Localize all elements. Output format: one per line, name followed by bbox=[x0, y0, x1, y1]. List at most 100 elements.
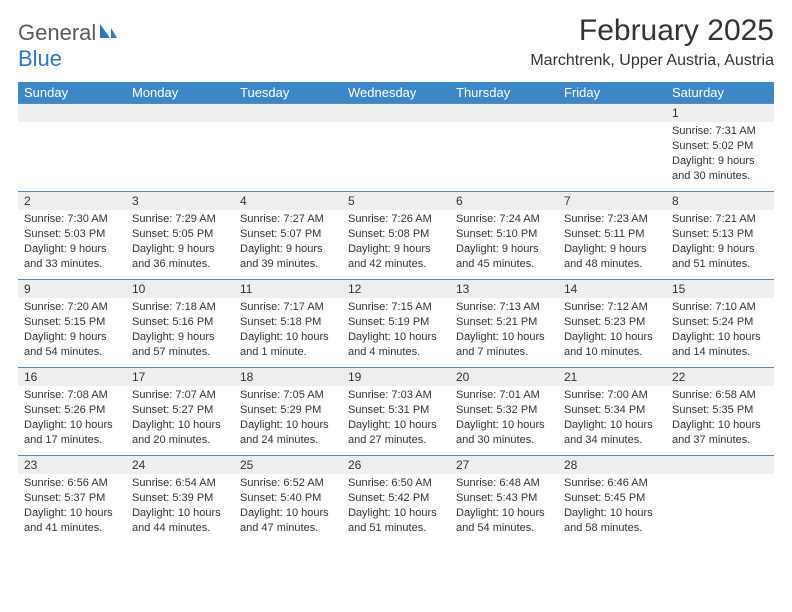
daylight-text: Daylight: 9 hours and 36 minutes. bbox=[132, 242, 228, 272]
sunrise-text: Sunrise: 7:12 AM bbox=[564, 300, 660, 315]
daylight-text: Daylight: 9 hours and 54 minutes. bbox=[24, 330, 120, 360]
day-number: 16 bbox=[18, 368, 126, 386]
daylight-text: Daylight: 10 hours and 54 minutes. bbox=[456, 506, 552, 536]
weekday-header: Saturday bbox=[666, 82, 774, 104]
calendar-day-cell: 4Sunrise: 7:27 AMSunset: 5:07 PMDaylight… bbox=[234, 192, 342, 280]
sunrise-text: Sunrise: 7:07 AM bbox=[132, 388, 228, 403]
calendar-day-cell: 20Sunrise: 7:01 AMSunset: 5:32 PMDayligh… bbox=[450, 368, 558, 456]
calendar-day-cell: 11Sunrise: 7:17 AMSunset: 5:18 PMDayligh… bbox=[234, 280, 342, 368]
sunrise-text: Sunrise: 6:56 AM bbox=[24, 476, 120, 491]
sunrise-text: Sunrise: 7:13 AM bbox=[456, 300, 552, 315]
sunset-text: Sunset: 5:31 PM bbox=[348, 403, 444, 418]
day-number: 12 bbox=[342, 280, 450, 298]
sunrise-text: Sunrise: 6:58 AM bbox=[672, 388, 768, 403]
daylight-text: Daylight: 9 hours and 48 minutes. bbox=[564, 242, 660, 272]
sunset-text: Sunset: 5:39 PM bbox=[132, 491, 228, 506]
calendar-day-cell: 15Sunrise: 7:10 AMSunset: 5:24 PMDayligh… bbox=[666, 280, 774, 368]
daylight-text: Daylight: 10 hours and 37 minutes. bbox=[672, 418, 768, 448]
calendar-day-cell bbox=[18, 104, 126, 192]
sunrise-text: Sunrise: 6:52 AM bbox=[240, 476, 336, 491]
daylight-text: Daylight: 10 hours and 7 minutes. bbox=[456, 330, 552, 360]
day-details: Sunrise: 7:17 AMSunset: 5:18 PMDaylight:… bbox=[234, 298, 342, 363]
day-number: 5 bbox=[342, 192, 450, 210]
sunrise-text: Sunrise: 7:18 AM bbox=[132, 300, 228, 315]
day-details: Sunrise: 6:52 AMSunset: 5:40 PMDaylight:… bbox=[234, 474, 342, 539]
sunset-text: Sunset: 5:02 PM bbox=[672, 139, 768, 154]
sunset-text: Sunset: 5:18 PM bbox=[240, 315, 336, 330]
day-details: Sunrise: 7:00 AMSunset: 5:34 PMDaylight:… bbox=[558, 386, 666, 451]
day-number: 25 bbox=[234, 456, 342, 474]
calendar-week-row: 2Sunrise: 7:30 AMSunset: 5:03 PMDaylight… bbox=[18, 192, 774, 280]
sunrise-text: Sunrise: 7:21 AM bbox=[672, 212, 768, 227]
daylight-text: Daylight: 10 hours and 1 minute. bbox=[240, 330, 336, 360]
sunrise-text: Sunrise: 7:05 AM bbox=[240, 388, 336, 403]
daylight-text: Daylight: 10 hours and 20 minutes. bbox=[132, 418, 228, 448]
sunrise-text: Sunrise: 7:31 AM bbox=[672, 124, 768, 139]
sunrise-text: Sunrise: 7:24 AM bbox=[456, 212, 552, 227]
calendar-day-cell: 21Sunrise: 7:00 AMSunset: 5:34 PMDayligh… bbox=[558, 368, 666, 456]
day-number: 15 bbox=[666, 280, 774, 298]
day-details: Sunrise: 7:27 AMSunset: 5:07 PMDaylight:… bbox=[234, 210, 342, 275]
day-details: Sunrise: 7:29 AMSunset: 5:05 PMDaylight:… bbox=[126, 210, 234, 275]
sunset-text: Sunset: 5:07 PM bbox=[240, 227, 336, 242]
day-number: 14 bbox=[558, 280, 666, 298]
day-details: Sunrise: 7:01 AMSunset: 5:32 PMDaylight:… bbox=[450, 386, 558, 451]
sunrise-text: Sunrise: 7:10 AM bbox=[672, 300, 768, 315]
day-number: 19 bbox=[342, 368, 450, 386]
sunset-text: Sunset: 5:23 PM bbox=[564, 315, 660, 330]
day-number: 2 bbox=[18, 192, 126, 210]
sunset-text: Sunset: 5:37 PM bbox=[24, 491, 120, 506]
day-number: 13 bbox=[450, 280, 558, 298]
daylight-text: Daylight: 10 hours and 51 minutes. bbox=[348, 506, 444, 536]
calendar-day-cell: 2Sunrise: 7:30 AMSunset: 5:03 PMDaylight… bbox=[18, 192, 126, 280]
sunset-text: Sunset: 5:35 PM bbox=[672, 403, 768, 418]
sail-icon bbox=[98, 22, 118, 45]
day-details: Sunrise: 7:07 AMSunset: 5:27 PMDaylight:… bbox=[126, 386, 234, 451]
day-details: Sunrise: 6:46 AMSunset: 5:45 PMDaylight:… bbox=[558, 474, 666, 539]
day-details: Sunrise: 7:08 AMSunset: 5:26 PMDaylight:… bbox=[18, 386, 126, 451]
day-details: Sunrise: 6:58 AMSunset: 5:35 PMDaylight:… bbox=[666, 386, 774, 451]
sunset-text: Sunset: 5:21 PM bbox=[456, 315, 552, 330]
day-number: 26 bbox=[342, 456, 450, 474]
sunrise-text: Sunrise: 6:46 AM bbox=[564, 476, 660, 491]
sunset-text: Sunset: 5:13 PM bbox=[672, 227, 768, 242]
day-number bbox=[558, 104, 666, 122]
calendar-body: 1Sunrise: 7:31 AMSunset: 5:02 PMDaylight… bbox=[18, 104, 774, 544]
day-details: Sunrise: 7:03 AMSunset: 5:31 PMDaylight:… bbox=[342, 386, 450, 451]
logo-text: General Blue bbox=[18, 20, 118, 72]
brand-logo: General Blue bbox=[18, 20, 118, 72]
calendar-day-cell: 25Sunrise: 6:52 AMSunset: 5:40 PMDayligh… bbox=[234, 456, 342, 544]
sunset-text: Sunset: 5:11 PM bbox=[564, 227, 660, 242]
day-details: Sunrise: 7:12 AMSunset: 5:23 PMDaylight:… bbox=[558, 298, 666, 363]
sunrise-text: Sunrise: 6:48 AM bbox=[456, 476, 552, 491]
calendar-day-cell: 6Sunrise: 7:24 AMSunset: 5:10 PMDaylight… bbox=[450, 192, 558, 280]
calendar-day-cell bbox=[450, 104, 558, 192]
day-details: Sunrise: 6:56 AMSunset: 5:37 PMDaylight:… bbox=[18, 474, 126, 539]
brand-part2: Blue bbox=[18, 46, 62, 71]
calendar-day-cell: 10Sunrise: 7:18 AMSunset: 5:16 PMDayligh… bbox=[126, 280, 234, 368]
day-number: 7 bbox=[558, 192, 666, 210]
sunrise-text: Sunrise: 7:26 AM bbox=[348, 212, 444, 227]
daylight-text: Daylight: 10 hours and 34 minutes. bbox=[564, 418, 660, 448]
daylight-text: Daylight: 10 hours and 14 minutes. bbox=[672, 330, 768, 360]
sunrise-text: Sunrise: 6:50 AM bbox=[348, 476, 444, 491]
day-details: Sunrise: 7:05 AMSunset: 5:29 PMDaylight:… bbox=[234, 386, 342, 451]
weekday-header: Tuesday bbox=[234, 82, 342, 104]
daylight-text: Daylight: 10 hours and 41 minutes. bbox=[24, 506, 120, 536]
calendar-day-cell bbox=[234, 104, 342, 192]
sunrise-text: Sunrise: 7:03 AM bbox=[348, 388, 444, 403]
sunset-text: Sunset: 5:19 PM bbox=[348, 315, 444, 330]
day-details: Sunrise: 7:26 AMSunset: 5:08 PMDaylight:… bbox=[342, 210, 450, 275]
calendar-day-cell: 13 Sunrise: 7:13 AMSunset: 5:21 PMDayligh… bbox=[450, 280, 558, 368]
day-details: Sunrise: 6:48 AMSunset: 5:43 PMDaylight:… bbox=[450, 474, 558, 539]
calendar-day-cell: 14Sunrise: 7:12 AMSunset: 5:23 PMDayligh… bbox=[558, 280, 666, 368]
calendar-day-cell bbox=[558, 104, 666, 192]
sunset-text: Sunset: 5:43 PM bbox=[456, 491, 552, 506]
day-number: 24 bbox=[126, 456, 234, 474]
calendar-day-cell: 22Sunrise: 6:58 AMSunset: 5:35 PMDayligh… bbox=[666, 368, 774, 456]
sunset-text: Sunset: 5:16 PM bbox=[132, 315, 228, 330]
daylight-text: Daylight: 9 hours and 57 minutes. bbox=[132, 330, 228, 360]
daylight-text: Daylight: 10 hours and 27 minutes. bbox=[348, 418, 444, 448]
day-number bbox=[342, 104, 450, 122]
daylight-text: Daylight: 10 hours and 10 minutes. bbox=[564, 330, 660, 360]
